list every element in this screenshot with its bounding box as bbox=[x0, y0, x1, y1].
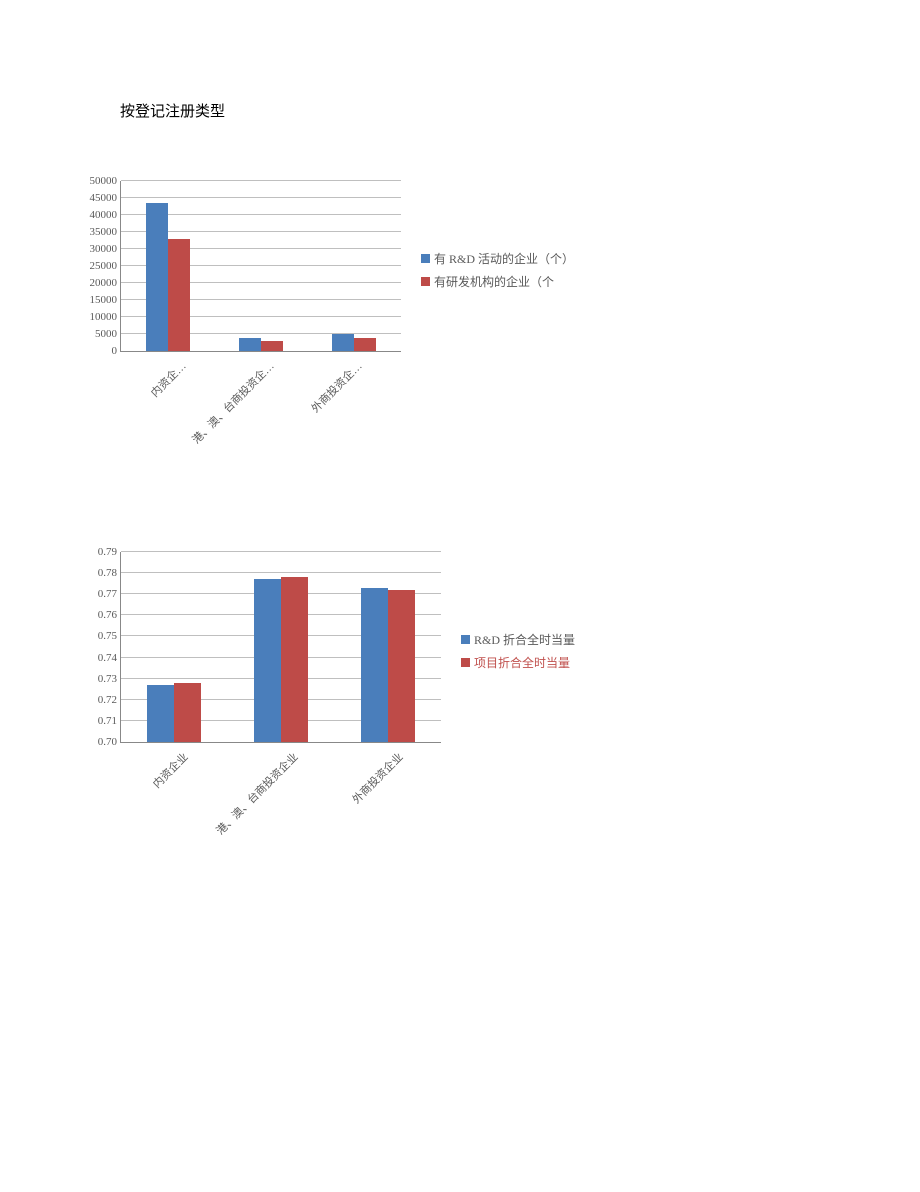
ytick-label: 50000 bbox=[90, 175, 122, 187]
bar bbox=[281, 577, 308, 742]
bars-row bbox=[121, 181, 401, 351]
x-axis-label: 外商投资企… bbox=[307, 358, 365, 416]
x-axis-label: 港、澳、台商投资企… bbox=[188, 358, 277, 447]
legend-swatch bbox=[461, 658, 470, 667]
legend-item: 项目折合全时当量 bbox=[461, 655, 575, 672]
bar bbox=[174, 683, 201, 742]
legend-swatch bbox=[421, 254, 430, 263]
ytick-label: 0.72 bbox=[98, 694, 121, 706]
ytick-label: 0.79 bbox=[98, 546, 121, 558]
ytick-label: 0.70 bbox=[98, 736, 121, 748]
bar bbox=[261, 341, 283, 351]
ytick-label: 5000 bbox=[95, 328, 121, 340]
legend-item: 有研发机构的企业（个 bbox=[421, 274, 574, 291]
ytick-label: 0.73 bbox=[98, 673, 121, 685]
ytick-label: 30000 bbox=[90, 243, 122, 255]
bar-group bbox=[237, 338, 285, 351]
bar bbox=[254, 579, 281, 742]
bar bbox=[147, 685, 174, 742]
x-axis-label: 内资企… bbox=[147, 358, 189, 400]
chart2-block: 0.700.710.720.730.740.750.760.770.780.79… bbox=[120, 552, 800, 843]
ytick-label: 25000 bbox=[90, 260, 122, 272]
ytick-label: 0.77 bbox=[98, 588, 121, 600]
bar-group bbox=[144, 683, 204, 742]
legend-label: 有 R&D 活动的企业（个） bbox=[434, 251, 574, 268]
ytick-label: 35000 bbox=[90, 226, 122, 238]
bar-group bbox=[358, 588, 418, 742]
ytick-label: 15000 bbox=[90, 294, 122, 306]
legend-label: 有研发机构的企业（个 bbox=[434, 274, 554, 291]
bars-row bbox=[121, 552, 441, 742]
legend-item: R&D 折合全时当量 bbox=[461, 632, 575, 649]
chart1-block: 0500010000150002000025000300003500040000… bbox=[120, 181, 800, 452]
ytick-label: 45000 bbox=[90, 192, 122, 204]
bar bbox=[354, 338, 376, 351]
ytick-label: 20000 bbox=[90, 277, 122, 289]
bar bbox=[388, 590, 415, 742]
ytick-label: 0.71 bbox=[98, 715, 121, 727]
bar bbox=[361, 588, 388, 742]
legend-swatch bbox=[421, 277, 430, 286]
chart1-legend: 有 R&D 活动的企业（个） 有研发机构的企业（个 bbox=[421, 181, 574, 297]
chart2-xlabels: 内资企业港、澳、台商投资企业外商投资企业 bbox=[120, 743, 440, 843]
ytick-label: 0.74 bbox=[98, 652, 121, 664]
legend-swatch bbox=[461, 635, 470, 644]
bar bbox=[168, 239, 190, 351]
legend-item: 有 R&D 活动的企业（个） bbox=[421, 251, 574, 268]
ytick-label: 10000 bbox=[90, 311, 122, 323]
x-axis-label: 外商投资企业 bbox=[348, 749, 406, 807]
bar bbox=[332, 334, 354, 351]
legend-label: R&D 折合全时当量 bbox=[474, 632, 575, 649]
ytick-label: 40000 bbox=[90, 209, 122, 221]
ytick-label: 0.78 bbox=[98, 567, 121, 579]
page-title: 按登记注册类型 bbox=[120, 100, 800, 121]
chart1-xlabels: 内资企…港、澳、台商投资企… 外商投资企… bbox=[120, 352, 400, 452]
bar bbox=[239, 338, 261, 351]
chart2-legend: R&D 折合全时当量项目折合全时当量 bbox=[461, 552, 575, 678]
bar-group bbox=[330, 334, 378, 351]
chart1: 0500010000150002000025000300003500040000… bbox=[120, 181, 401, 452]
chart2: 0.700.710.720.730.740.750.760.770.780.79… bbox=[120, 552, 441, 843]
legend-label: 项目折合全时当量 bbox=[474, 655, 570, 672]
bar-group bbox=[144, 203, 192, 351]
chart1-plot-area: 0500010000150002000025000300003500040000… bbox=[120, 181, 401, 352]
x-axis-label: 港、澳、台商投资企业 bbox=[212, 749, 301, 838]
bar-group bbox=[251, 577, 311, 742]
ytick-label: 0.75 bbox=[98, 630, 121, 642]
bar bbox=[146, 203, 168, 351]
chart2-plot-area: 0.700.710.720.730.740.750.760.770.780.79 bbox=[120, 552, 441, 743]
x-axis-label: 内资企业 bbox=[149, 749, 191, 791]
ytick-label: 0.76 bbox=[98, 609, 121, 621]
